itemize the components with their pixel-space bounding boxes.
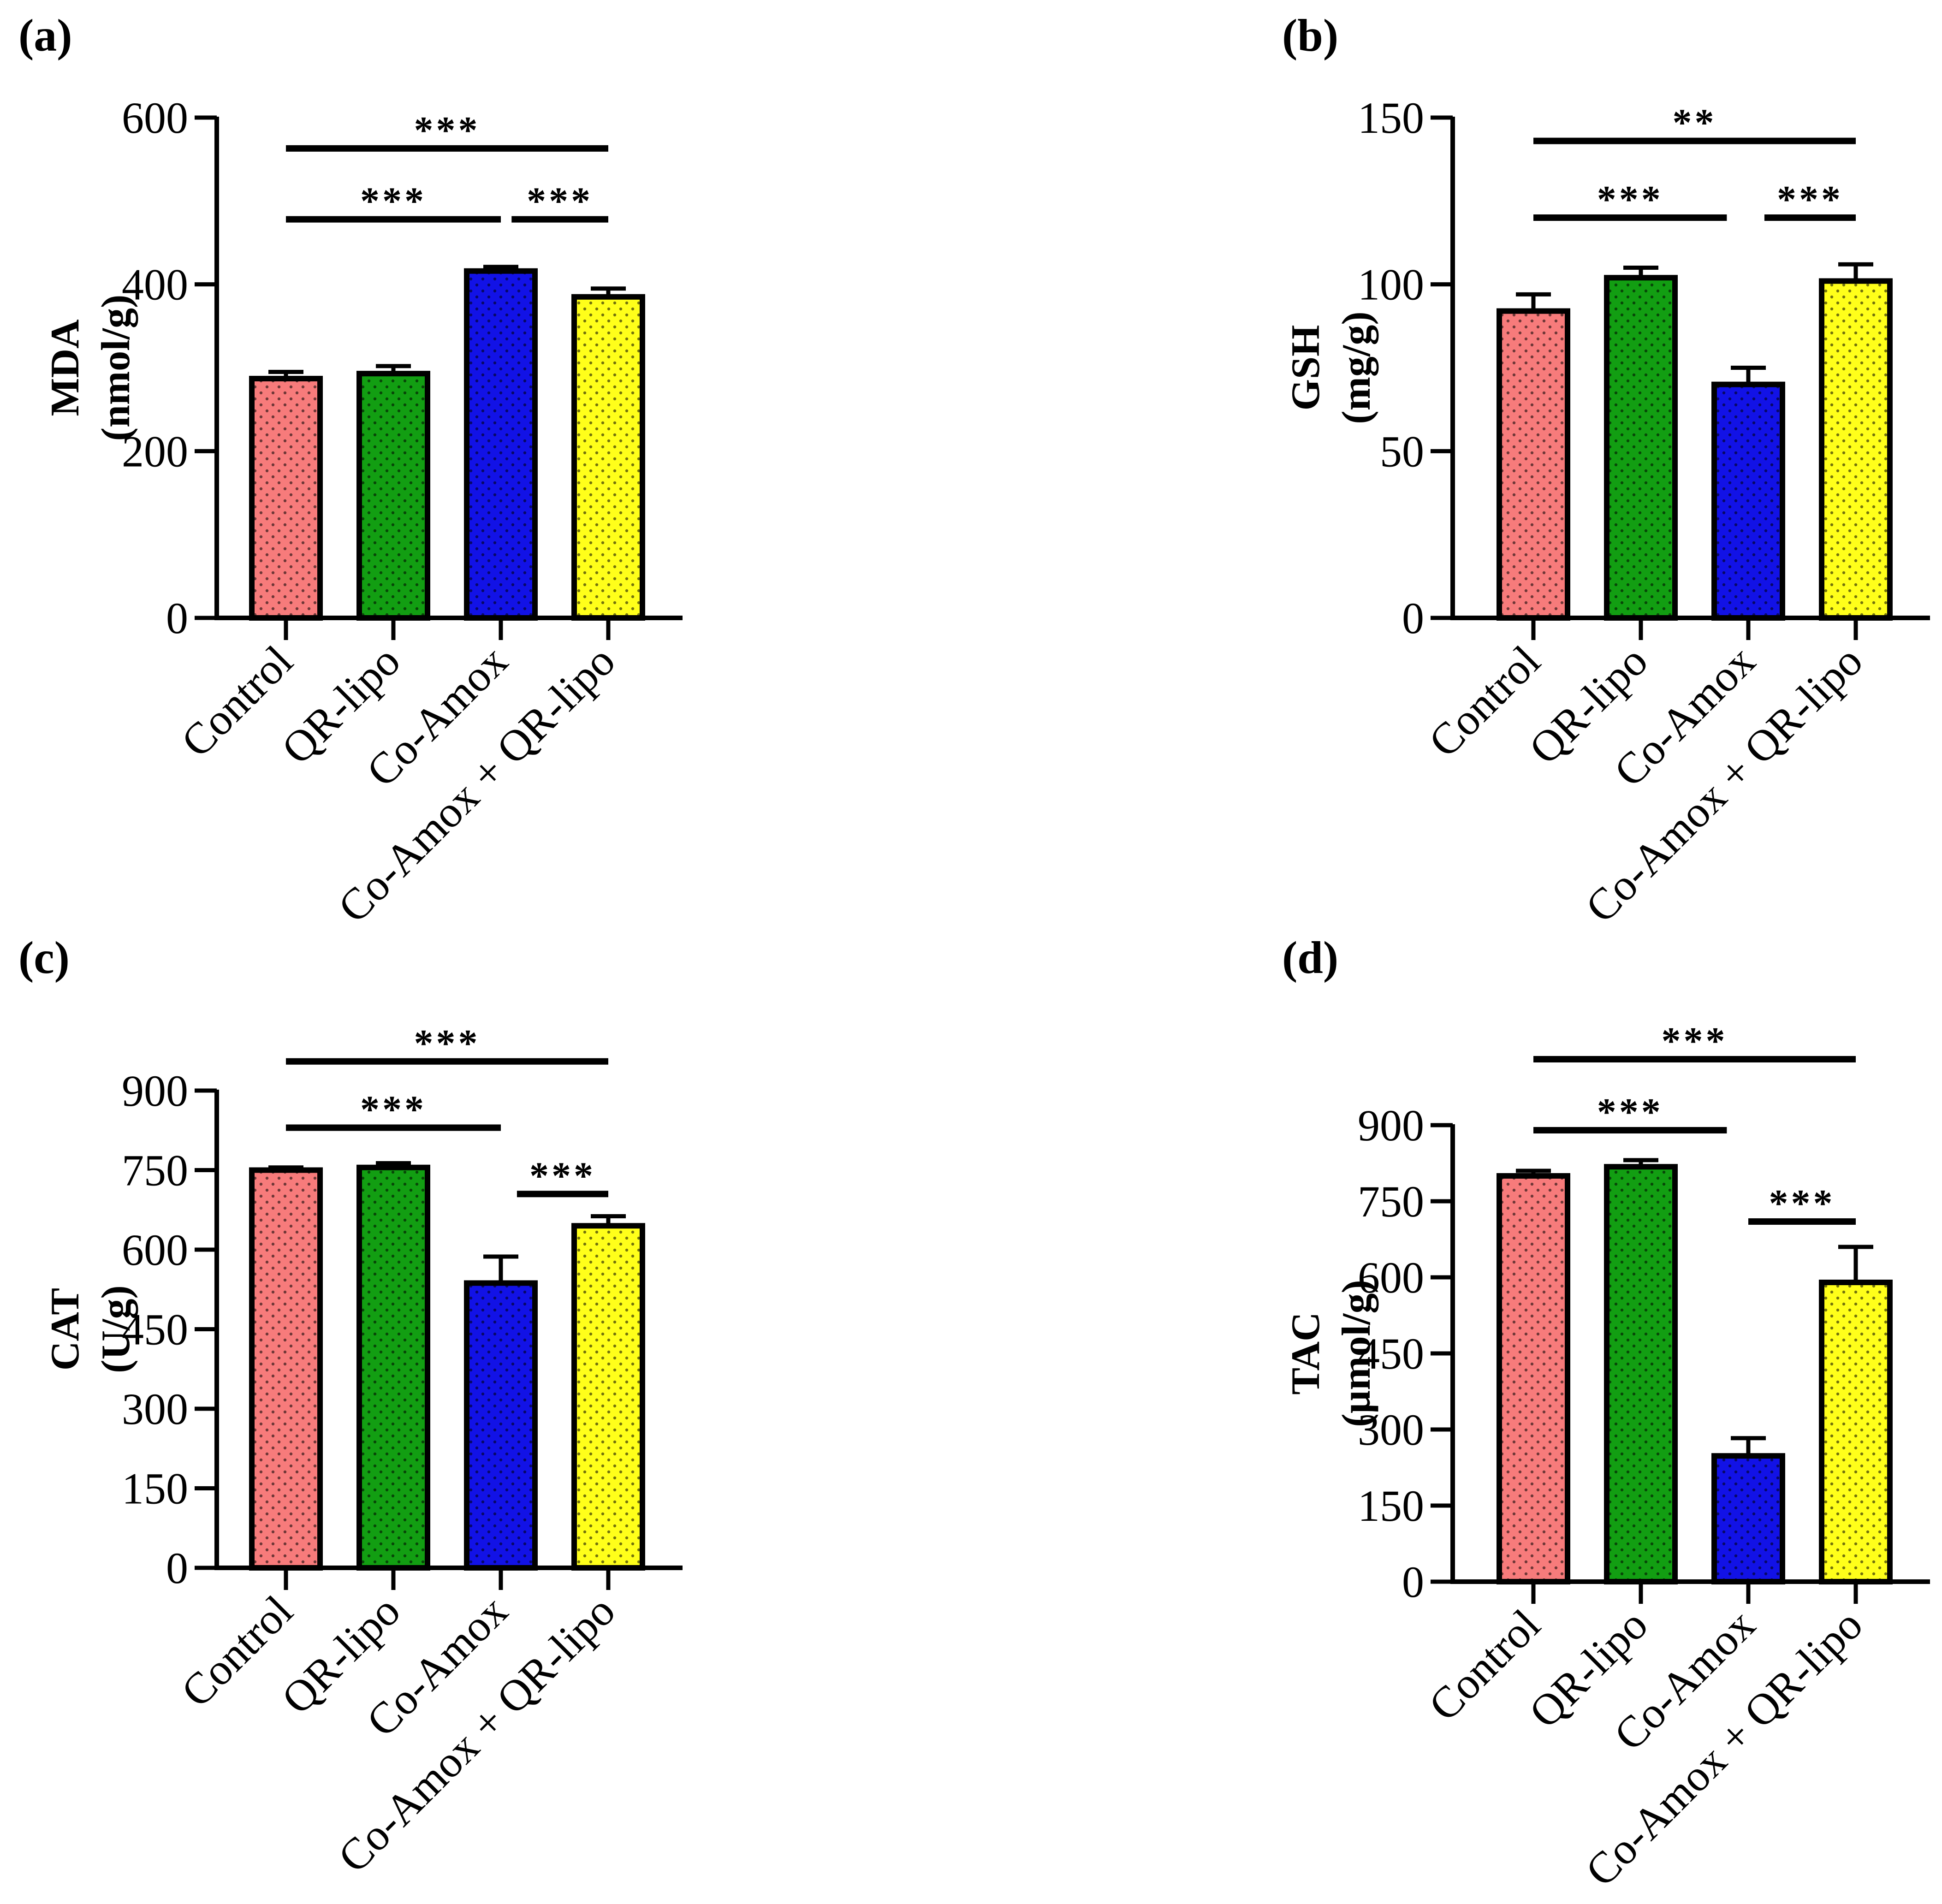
y-axis-title: CAT xyxy=(43,1288,88,1370)
y-axis-title: (µmol/g) xyxy=(1334,1280,1379,1427)
y-tick-label: 200 xyxy=(122,427,188,476)
bar-dots xyxy=(1499,311,1568,618)
bar-dots xyxy=(1607,1167,1675,1582)
y-axis-title: (U/g) xyxy=(94,1285,138,1373)
panel-label: (c) xyxy=(18,932,70,983)
y-tick-label: 900 xyxy=(122,1066,188,1115)
bar-dots xyxy=(574,297,642,618)
significance-label: *** xyxy=(527,180,593,223)
y-tick-label: 0 xyxy=(1402,593,1424,643)
y-tick-label: 0 xyxy=(166,1543,188,1593)
y-tick-label: 300 xyxy=(122,1384,188,1434)
bar-dots xyxy=(1822,1282,1890,1582)
y-axis-title: TAC xyxy=(1283,1312,1328,1394)
significance-label: *** xyxy=(414,1022,481,1065)
significance-label: *** xyxy=(360,180,427,223)
y-axis-title: (mg/g) xyxy=(1334,311,1379,424)
panel-label: (a) xyxy=(18,10,72,61)
significance-label: *** xyxy=(1769,1182,1835,1225)
panel-label: (b) xyxy=(1282,10,1338,61)
y-tick-label: 600 xyxy=(122,1225,188,1275)
y-tick-label: 600 xyxy=(122,93,188,142)
y-tick-label: 900 xyxy=(1358,1101,1424,1150)
y-tick-label: 0 xyxy=(166,593,188,643)
bar-dots xyxy=(574,1226,642,1568)
y-tick-label: 750 xyxy=(122,1146,188,1195)
y-tick-label: 0 xyxy=(1402,1557,1424,1607)
y-tick-label: 100 xyxy=(1358,260,1424,309)
y-axis-title: MDA xyxy=(43,319,88,416)
bar-dots xyxy=(467,271,535,618)
panel-label: (d) xyxy=(1282,932,1338,983)
bar-dots xyxy=(1714,384,1782,618)
bar-dots xyxy=(1714,1456,1782,1582)
significance-label: *** xyxy=(529,1154,596,1197)
significance-label: *** xyxy=(414,109,481,152)
y-tick-label: 750 xyxy=(1358,1177,1424,1226)
y-axis-title: GSH xyxy=(1283,325,1328,411)
y-tick-label: 450 xyxy=(1358,1329,1424,1378)
significance-label: *** xyxy=(1662,1020,1728,1062)
bar-dots xyxy=(252,1170,320,1568)
y-tick-label: 600 xyxy=(1358,1253,1424,1302)
bar-dots xyxy=(1607,278,1675,618)
bar-dots xyxy=(467,1283,535,1568)
significance-label: *** xyxy=(1597,1091,1663,1133)
significance-label: *** xyxy=(360,1088,427,1131)
bar-dots xyxy=(359,374,428,618)
significance-label: ** xyxy=(1673,101,1717,144)
y-tick-label: 150 xyxy=(122,1464,188,1513)
bar-dots xyxy=(1499,1176,1568,1582)
y-tick-label: 450 xyxy=(122,1305,188,1354)
y-axis-title: (nmol/g) xyxy=(94,295,138,441)
y-tick-label: 150 xyxy=(1358,1481,1424,1530)
y-tick-label: 300 xyxy=(1358,1405,1424,1454)
bar-dots xyxy=(252,379,320,618)
bar-dots xyxy=(1822,281,1890,618)
y-tick-label: 50 xyxy=(1380,427,1424,476)
bar-dots xyxy=(359,1167,428,1568)
y-tick-label: 150 xyxy=(1358,93,1424,142)
significance-label: *** xyxy=(1777,178,1843,221)
y-tick-label: 400 xyxy=(122,260,188,309)
significance-label: *** xyxy=(1597,178,1663,221)
